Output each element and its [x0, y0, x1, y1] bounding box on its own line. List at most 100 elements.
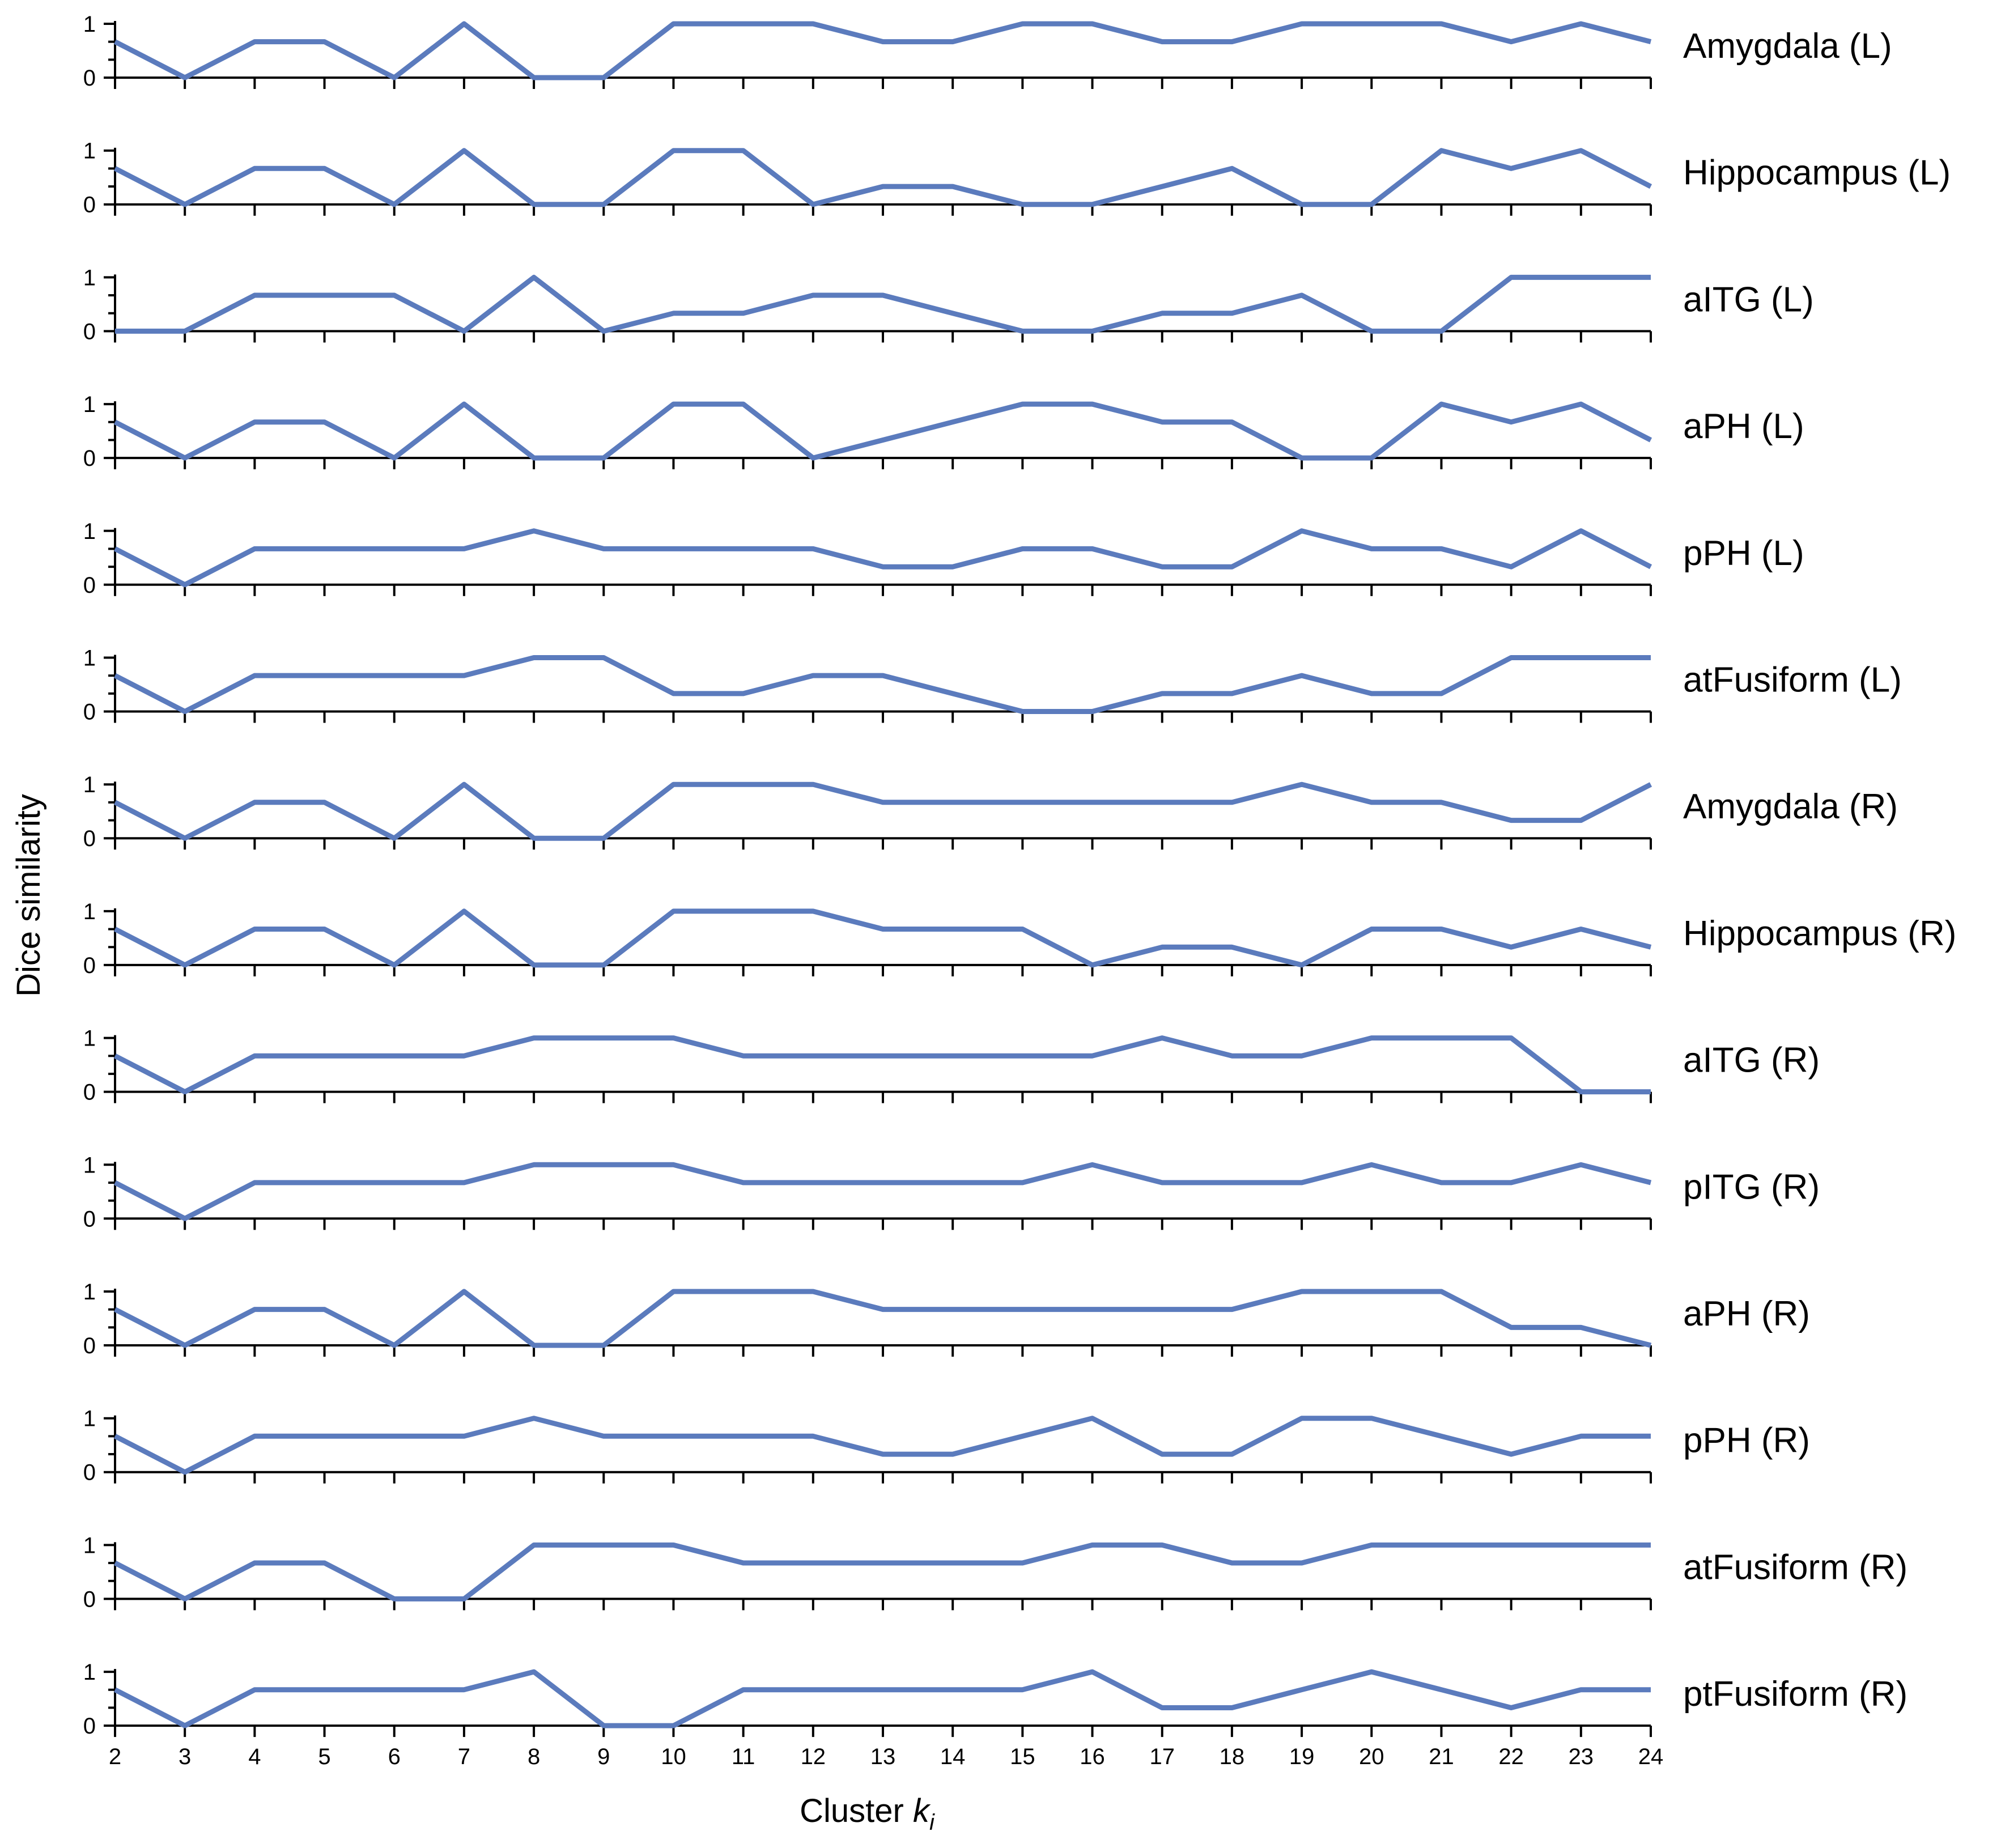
- series-line: [115, 274, 1651, 334]
- panels: 0 1 Amygdala (L) 0 1 Hippocampus (L) 0 1 aITG (L…: [83, 12, 1957, 1769]
- y-tick-label: 1: [83, 392, 96, 417]
- y-tick-label: 0: [83, 573, 96, 598]
- y-tick-label: 1: [83, 899, 96, 924]
- series-label: aPH (R): [1683, 1294, 1810, 1333]
- series-label: pPH (R): [1683, 1421, 1810, 1460]
- panel: 0 1 Hippocampus (L): [83, 139, 1951, 218]
- y-axis-title: Dice similarity: [10, 794, 47, 997]
- panel: 0 1 aPH (L): [83, 392, 1804, 471]
- panel: 0 1 atFusiform (L): [83, 646, 1902, 725]
- series-label: aITG (R): [1683, 1041, 1820, 1080]
- panel: 0 1 pPH (L): [83, 519, 1804, 598]
- y-tick-label: 0: [83, 1206, 96, 1231]
- series-label: pITG (R): [1683, 1167, 1820, 1206]
- x-tick-label: 3: [179, 1744, 191, 1769]
- y-tick-label: 1: [83, 1407, 96, 1431]
- x-tick-label: 5: [318, 1744, 330, 1769]
- x-tick-label: 17: [1149, 1744, 1175, 1769]
- panel: 0 1 Amygdala (L): [83, 12, 1892, 91]
- series-label: atFusiform (R): [1683, 1548, 1907, 1587]
- y-tick-label: 1: [83, 139, 96, 164]
- series-label: pPH (L): [1683, 534, 1804, 573]
- x-tick-label: 16: [1080, 1744, 1105, 1769]
- panel: 0 1 aITG (L): [83, 265, 1814, 344]
- y-tick-label: 0: [83, 1333, 96, 1358]
- series-line: [113, 21, 1652, 80]
- x-tick-label: 19: [1289, 1744, 1315, 1769]
- y-tick-label: 1: [83, 1026, 96, 1051]
- series-line: [113, 1162, 1652, 1221]
- x-axis-title-variable: k: [913, 1792, 931, 1829]
- x-tick-label: 18: [1220, 1744, 1245, 1769]
- series-line: [113, 1035, 1651, 1095]
- y-tick-label: 1: [83, 519, 96, 544]
- y-tick-label: 1: [83, 1660, 96, 1685]
- series-line: [113, 655, 1651, 714]
- y-tick-label: 0: [83, 66, 96, 91]
- series-line: [113, 148, 1652, 207]
- series-label: Amygdala (R): [1683, 787, 1898, 826]
- y-tick-label: 0: [83, 700, 96, 725]
- series-label: atFusiform (L): [1683, 661, 1902, 700]
- panel: 0 1 aITG (R): [83, 1026, 1820, 1105]
- series-label: aITG (L): [1683, 280, 1814, 319]
- series-line: [113, 528, 1652, 588]
- panel: 0 1 Hippocampus (R): [83, 899, 1957, 978]
- series-label: Hippocampus (R): [1683, 914, 1956, 953]
- series-line: [113, 1289, 1652, 1348]
- x-tick-label: 9: [597, 1744, 610, 1769]
- y-tick-label: 0: [83, 319, 96, 344]
- x-tick-label: 20: [1359, 1744, 1384, 1769]
- x-axis-title-subscript: i: [929, 1810, 935, 1835]
- panel: 0 1 atFusiform (R): [83, 1533, 1907, 1612]
- series-line: [113, 908, 1652, 968]
- y-tick-label: 1: [83, 1280, 96, 1305]
- x-tick-label: 10: [661, 1744, 686, 1769]
- x-tick-label: 15: [1010, 1744, 1035, 1769]
- series-line: [113, 1416, 1651, 1475]
- x-tick-label: 23: [1569, 1744, 1594, 1769]
- y-tick-label: 1: [83, 1533, 96, 1558]
- series-label: ptFusiform (R): [1683, 1675, 1907, 1714]
- y-tick-label: 1: [83, 1153, 96, 1178]
- x-tick-label: 13: [870, 1744, 896, 1769]
- x-tick-label: 11: [732, 1744, 755, 1769]
- y-tick-label: 0: [83, 953, 96, 978]
- panel: 0 1 aPH (R): [83, 1280, 1810, 1358]
- series-label: Amygdala (L): [1683, 27, 1892, 66]
- y-tick-label: 1: [83, 646, 96, 671]
- y-tick-label: 1: [83, 12, 96, 37]
- series-label: aPH (L): [1683, 407, 1804, 446]
- panel: 0 1 pITG (R): [83, 1153, 1820, 1231]
- panel: 0 1 Amygdala (R): [83, 772, 1898, 851]
- y-tick-label: 1: [83, 265, 96, 290]
- x-tick-label: 2: [109, 1744, 121, 1769]
- x-tick-label: 7: [458, 1744, 470, 1769]
- series-line: [113, 1669, 1651, 1728]
- x-tick-label: 4: [248, 1744, 261, 1769]
- series-line: [113, 1542, 1651, 1601]
- x-tick-label: 6: [388, 1744, 401, 1769]
- series-label: Hippocampus (L): [1683, 154, 1951, 193]
- series-line: [113, 781, 1652, 841]
- y-tick-label: 1: [83, 772, 96, 797]
- x-axis-title: Cluster ki: [800, 1792, 935, 1835]
- y-tick-label: 0: [83, 1080, 96, 1105]
- y-tick-label: 0: [83, 446, 96, 471]
- y-tick-label: 0: [83, 826, 96, 851]
- panel: 0 1 pPH (R): [83, 1407, 1810, 1485]
- y-tick-label: 0: [83, 193, 96, 218]
- series-line: [113, 401, 1652, 461]
- x-tick-label: 21: [1429, 1744, 1454, 1769]
- x-tick-label: 24: [1638, 1744, 1664, 1769]
- x-tick-label: 14: [940, 1744, 966, 1769]
- y-tick-label: 0: [83, 1714, 96, 1739]
- y-tick-label: 0: [83, 1460, 96, 1485]
- x-tick-label: 12: [801, 1744, 826, 1769]
- x-axis-title-text: Cluster: [800, 1792, 904, 1829]
- x-tick-label: 8: [528, 1744, 540, 1769]
- y-tick-label: 0: [83, 1587, 96, 1612]
